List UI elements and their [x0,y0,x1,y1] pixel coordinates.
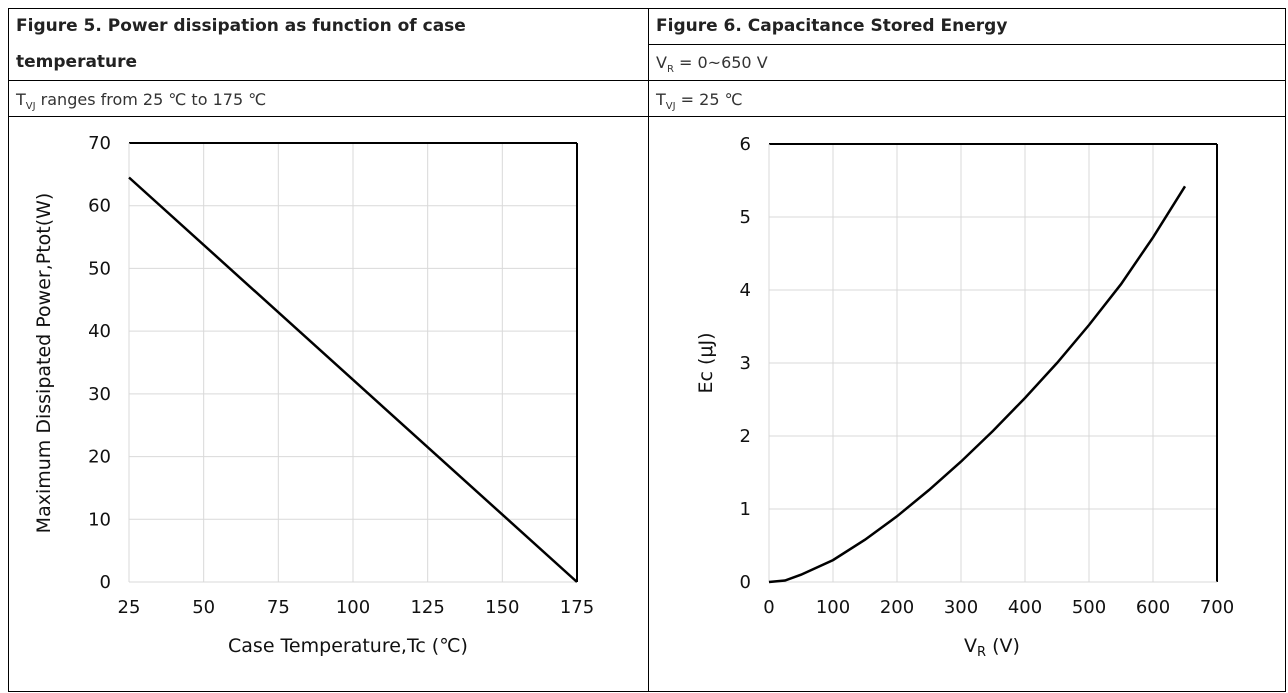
figure6-x-tick-label: 400 [1008,597,1042,618]
figure5-x-tick-label: 25 [118,597,141,618]
figure5-y-tick-label: 40 [88,321,111,342]
figure6-y-tick-label: 6 [740,134,751,155]
figure6-series-line [768,185,1187,584]
figure5-title-line1: Figure 5. Power dissipation as function … [16,16,466,36]
figure6-x-tick-label: 200 [880,597,914,618]
figure6-y-tick-label: 1 [740,499,751,520]
figure6-title: Figure 6. Capacitance Stored Energy [656,16,1008,36]
figure5-condition: TVJ ranges from 25 ℃ to 175 ℃ [16,90,267,113]
figure5-x-tick-label: 150 [485,597,519,618]
figure5-x-tick-label: 50 [192,597,215,618]
figure5-title-line2: temperature [16,52,138,72]
figure5-y-tick-label: 50 [88,258,111,279]
figure6-x-tick-label: 100 [816,597,850,618]
figure6-x-axis-label: VR (V) [964,635,1020,660]
figure5-x-tick-label: 100 [336,597,370,618]
figure5-y-tick-label: 10 [88,509,111,530]
figure6-x-tick-label: 0 [763,597,774,618]
figure6-x-tick-label: 700 [1200,597,1234,618]
figure5-y-tick-label: 20 [88,447,111,468]
figure5-y-tick-label: 70 [88,133,111,154]
figure6-y-tick-label: 4 [740,280,751,301]
column-divider [648,8,649,692]
figure5-y-tick-label: 60 [88,196,111,217]
figure5-y-tick-label: 30 [88,384,111,405]
figure5-series-line [128,176,578,583]
figure6-voltage-range: VR = 0~650 V [656,53,768,76]
row-divider-condition [8,116,1286,117]
figure5-y-axis-label: Maximum Dissipated Power,Ptot(W) [33,193,55,534]
row-divider-header [8,80,1286,81]
figure6-x-tick-label: 500 [1072,597,1106,618]
figure6-y-axis-label: Ec (μJ) [695,332,717,393]
figure6-y-tick-label: 0 [740,572,751,593]
figure5-x-axis-label: Case Temperature,Tc (℃) [228,635,468,657]
figure6-y-tick-label: 5 [740,207,751,228]
figure5-x-tick-label: 175 [560,597,594,618]
figure6-condition: TVJ = 25 ℃ [656,90,743,113]
figure6-x-tick-label: 600 [1136,597,1170,618]
figure6-x-tick-label: 300 [944,597,978,618]
figure5-x-tick-label: 125 [410,597,444,618]
figure5-x-tick-label: 75 [267,597,290,618]
figure5-y-tick-label: 0 [100,572,111,593]
figure6-y-tick-label: 3 [740,353,751,374]
row-divider-fig6-title [648,44,1286,45]
figures-table [8,8,1286,692]
figure6-y-tick-label: 2 [740,426,751,447]
